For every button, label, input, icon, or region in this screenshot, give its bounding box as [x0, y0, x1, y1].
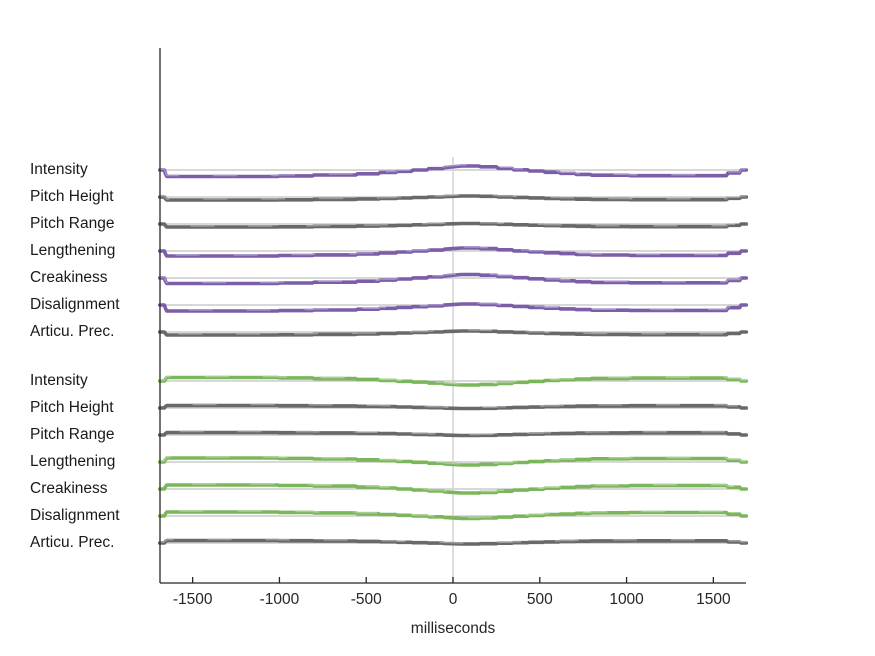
- series-line-highlight-creakiness-lower: [159, 483, 747, 493]
- series-line-pitch-range-upper: [157, 221, 749, 229]
- y-axis-label-articu-prec-lower: Articu. Prec.: [30, 534, 115, 551]
- series-line-disalignment-upper: [157, 302, 749, 313]
- series-line-pitch-height-upper: [157, 194, 749, 202]
- y-axis-label-pitch-height-lower: Pitch Height: [30, 399, 114, 416]
- series-line-creakiness-lower: [157, 483, 749, 495]
- series-line-pitch-range-lower: [157, 430, 749, 438]
- series-line-intensity-upper: [157, 164, 749, 179]
- x-tick-label-500: 500: [526, 591, 553, 608]
- series-line-disalignment-lower: [157, 510, 749, 521]
- y-axis-label-intensity-upper: Intensity: [30, 161, 88, 178]
- series-line-lengthening-lower: [157, 456, 749, 467]
- series-line-highlight-disalignment-lower: [159, 510, 747, 519]
- series-line-intensity-lower: [157, 375, 749, 387]
- y-axis-label-disalignment-lower: Disalignment: [30, 507, 120, 524]
- series-line-articu-prec-upper: [157, 329, 749, 337]
- x-axis-title: milliseconds: [410, 620, 496, 637]
- series-line-highlight-pitch-range-lower: [159, 430, 747, 436]
- series-line-highlight-pitch-height-lower: [159, 403, 747, 409]
- series-line-highlight-articu-prec-upper: [159, 329, 747, 335]
- series-line-highlight-disalignment-upper: [159, 302, 747, 311]
- y-axis-label-lengthening-lower: Lengthening: [30, 453, 116, 470]
- x-tick-label--1000: -1000: [259, 591, 300, 608]
- y-axis-label-pitch-range-lower: Pitch Range: [30, 426, 115, 443]
- y-axis-label-disalignment-upper: Disalignment: [30, 296, 120, 313]
- series-line-highlight-pitch-range-upper: [159, 221, 747, 227]
- y-axis-label-intensity-lower: Intensity: [30, 372, 88, 389]
- y-axis-label-pitch-height-upper: Pitch Height: [30, 188, 114, 205]
- y-axis-label-lengthening-upper: Lengthening: [30, 242, 116, 259]
- x-tick-label--1500: -1500: [172, 591, 213, 608]
- x-tick-label-1000: 1000: [609, 591, 644, 608]
- series-line-lengthening-upper: [157, 246, 749, 258]
- y-axis-label-articu-prec-upper: Articu. Prec.: [30, 323, 115, 340]
- series-line-pitch-height-lower: [157, 403, 749, 411]
- y-axis-label-creakiness-lower: Creakiness: [30, 480, 108, 497]
- x-tick-label-1500: 1500: [696, 591, 731, 608]
- series-line-creakiness-upper: [157, 272, 749, 286]
- x-tick-label-0: 0: [448, 591, 458, 608]
- x-tick-label--500: -500: [350, 591, 382, 608]
- series-line-articu-prec-lower: [157, 538, 749, 546]
- y-axis-label-pitch-range-upper: Pitch Range: [30, 215, 115, 232]
- series-line-highlight-lengthening-upper: [159, 246, 747, 256]
- y-axis-label-creakiness-upper: Creakiness: [30, 269, 108, 286]
